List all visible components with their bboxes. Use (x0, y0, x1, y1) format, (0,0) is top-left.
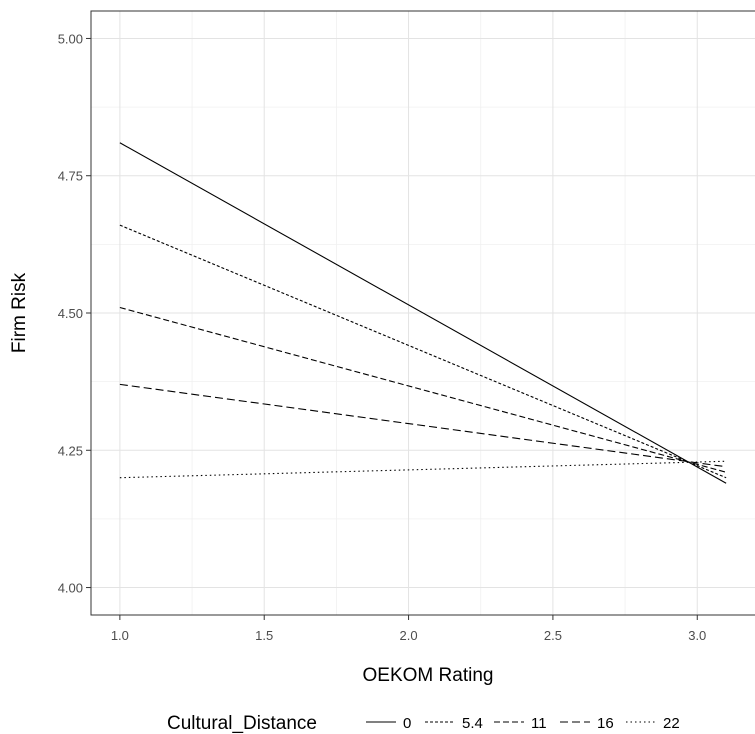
x-tick-label: 2.5 (544, 628, 562, 643)
series-line-22 (119, 460, 727, 479)
series-line-0 (119, 142, 727, 484)
y-axis-title: Firm Risk (9, 272, 30, 353)
series-line-11 (119, 306, 727, 473)
legend: Cultural_Distance 0 5.4 11 16 22 (167, 713, 680, 734)
legend-label-16: 16 (597, 715, 614, 732)
legend-label-0: 0 (403, 715, 411, 732)
grid (91, 11, 755, 615)
series-line-16 (119, 383, 727, 468)
series-layer (119, 142, 727, 484)
y-tick-label: 4.25 (58, 443, 83, 458)
y-tick-label: 4.50 (58, 306, 83, 321)
legend-title: Cultural_Distance (167, 713, 317, 734)
x-tick-label: 2.0 (400, 628, 418, 643)
y-tick-label: 4.00 (58, 581, 83, 596)
y-tick-label: 4.75 (58, 169, 83, 184)
legend-label-22: 22 (663, 715, 680, 732)
x-tick-label: 3.0 (688, 628, 706, 643)
series-line-5.4 (119, 224, 727, 479)
x-tick-label: 1.5 (255, 628, 273, 643)
x-tick-label: 1.0 (111, 628, 129, 643)
ticks-layer: 1.0 1.5 2.0 2.5 3.0 4.00 4.25 4.50 4.75 5.00 (58, 31, 707, 643)
y-tick-label: 5.00 (58, 31, 83, 46)
legend-label-5.4: 5.4 (462, 715, 483, 732)
x-axis-title: OEKOM Rating (363, 665, 494, 686)
legend-label-11: 11 (531, 715, 547, 732)
